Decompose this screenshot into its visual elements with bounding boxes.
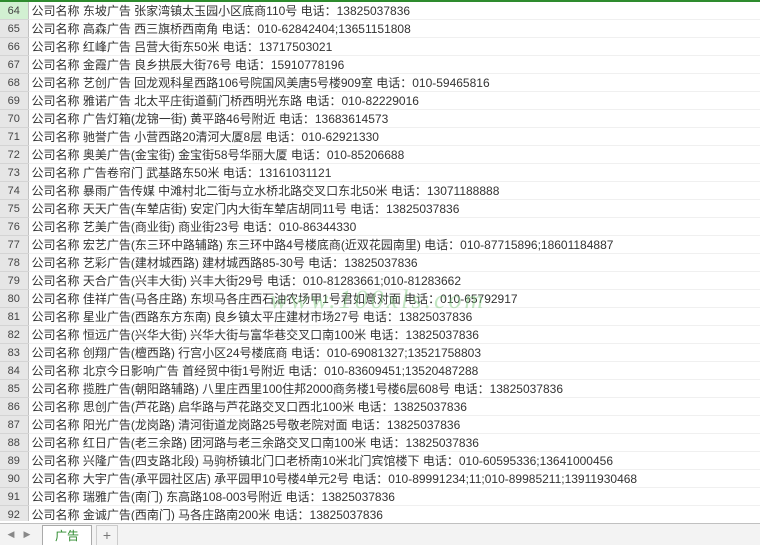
row-number-header[interactable]: 91 <box>0 488 28 506</box>
table-row[interactable]: 78公司名称 艺彩广告(建材城西路) 建材城西路85-30号 电话：138250… <box>0 254 760 272</box>
table-row[interactable]: 66公司名称 红峰广告 吕营大街东50米 电话：13717503021 <box>0 38 760 56</box>
row-content-cell[interactable]: 公司名称 天天广告(车辇店街) 安定门内大街车辇店胡同11号 电话：138250… <box>28 200 760 218</box>
row-number-header[interactable]: 85 <box>0 380 28 398</box>
row-content-cell[interactable]: 公司名称 创翔广告(檀西路) 行宫小区24号楼底商 电话：010-6908132… <box>28 344 760 362</box>
row-number-header[interactable]: 82 <box>0 326 28 344</box>
spreadsheet-grid[interactable]: 64公司名称 东坡广告 张家湾镇太玉园小区底商110号 电话：138250378… <box>0 0 760 521</box>
row-number-header[interactable]: 80 <box>0 290 28 308</box>
row-number-header[interactable]: 83 <box>0 344 28 362</box>
table-row[interactable]: 84公司名称 北京今日影响广告 首经贸中街1号附近 电话：010-8360945… <box>0 362 760 380</box>
table-row[interactable]: 88公司名称 红日广告(老三余路) 团河路与老三余路交叉口南100米 电话：13… <box>0 434 760 452</box>
table-row[interactable]: 90公司名称 大宇广告(承平园社区店) 承平园甲10号楼4单元2号 电话：010… <box>0 470 760 488</box>
row-number-header[interactable]: 89 <box>0 452 28 470</box>
row-content-cell[interactable]: 公司名称 瑞雅广告(南门) 东高路108-003号附近 电话：138250378… <box>28 488 760 506</box>
row-content-cell[interactable]: 公司名称 红日广告(老三余路) 团河路与老三余路交叉口南100米 电话：1382… <box>28 434 760 452</box>
row-content-cell[interactable]: 公司名称 北京今日影响广告 首经贸中街1号附近 电话：010-83609451;… <box>28 362 760 380</box>
row-content-cell[interactable]: 公司名称 佳祥广告(马各庄路) 东坝马各庄西石油农场甲1号君如意对面 电话：01… <box>28 290 760 308</box>
row-content-cell[interactable]: 公司名称 广告卷帘门 武基路东50米 电话：13161031121 <box>28 164 760 182</box>
row-number-header[interactable]: 77 <box>0 236 28 254</box>
row-content-cell[interactable]: 公司名称 金霞广告 良乡拱辰大街76号 电话：15910778196 <box>28 56 760 74</box>
row-content-cell[interactable]: 公司名称 暴雨广告传媒 中滩村北二街与立水桥北路交叉口东北50米 电话：1307… <box>28 182 760 200</box>
row-content-cell[interactable]: 公司名称 阳光广告(龙岗路) 清河街道龙岗路25号敬老院对面 电话：138250… <box>28 416 760 434</box>
row-number-header[interactable]: 74 <box>0 182 28 200</box>
table-row[interactable]: 71公司名称 驰誉广告 小营西路20清河大厦8层 电话：010-62921330 <box>0 128 760 146</box>
row-number-header[interactable]: 76 <box>0 218 28 236</box>
table-row[interactable]: 74公司名称 暴雨广告传媒 中滩村北二街与立水桥北路交叉口东北50米 电话：13… <box>0 182 760 200</box>
table-row[interactable]: 89公司名称 兴隆广告(四支路北段) 马驹桥镇北门口老桥南10米北门宾馆楼下 电… <box>0 452 760 470</box>
row-content-cell[interactable]: 公司名称 思创广告(芦花路) 启华路与芦花路交叉口西北100米 电话：13825… <box>28 398 760 416</box>
row-number-header[interactable]: 92 <box>0 506 28 522</box>
table-row[interactable]: 85公司名称 揽胜广告(朝阳路辅路) 八里庄西里100住邦2000商务楼1号楼6… <box>0 380 760 398</box>
row-content-cell[interactable]: 公司名称 揽胜广告(朝阳路辅路) 八里庄西里100住邦2000商务楼1号楼6层6… <box>28 380 760 398</box>
row-content-cell[interactable]: 公司名称 兴隆广告(四支路北段) 马驹桥镇北门口老桥南10米北门宾馆楼下 电话：… <box>28 452 760 470</box>
table-row[interactable]: 70公司名称 广告灯箱(龙锦一街) 黄平路46号附近 电话：1368361457… <box>0 110 760 128</box>
row-content-cell[interactable]: 公司名称 艺彩广告(建材城西路) 建材城西路85-30号 电话：13825037… <box>28 254 760 272</box>
table-row[interactable]: 83公司名称 创翔广告(檀西路) 行宫小区24号楼底商 电话：010-69081… <box>0 344 760 362</box>
row-content-cell[interactable]: 公司名称 天合广告(兴丰大街) 兴丰大街29号 电话：010-81283661;… <box>28 272 760 290</box>
tab-nav-arrows: ◀ ▶ <box>0 528 38 542</box>
row-content-cell[interactable]: 公司名称 恒远广告(兴华大街) 兴华大街与富华巷交叉口南100米 电话：1382… <box>28 326 760 344</box>
table-row[interactable]: 87公司名称 阳光广告(龙岗路) 清河街道龙岗路25号敬老院对面 电话：1382… <box>0 416 760 434</box>
row-content-cell[interactable]: 公司名称 雅诺广告 北太平庄街道蓟门桥西明光东路 电话：010-82229016 <box>28 92 760 110</box>
row-number-header[interactable]: 81 <box>0 308 28 326</box>
row-number-header[interactable]: 87 <box>0 416 28 434</box>
table-row[interactable]: 91公司名称 瑞雅广告(南门) 东高路108-003号附近 电话：1382503… <box>0 488 760 506</box>
row-number-header[interactable]: 64 <box>0 1 28 20</box>
table-row[interactable]: 68公司名称 艺创广告 回龙观科星西路106号院国风美唐5号楼909室 电话：0… <box>0 74 760 92</box>
add-sheet-button[interactable]: + <box>96 525 118 545</box>
row-content-cell[interactable]: 公司名称 大宇广告(承平园社区店) 承平园甲10号楼4单元2号 电话：010-8… <box>28 470 760 488</box>
row-number-header[interactable]: 70 <box>0 110 28 128</box>
tab-nav-left-icon[interactable]: ◀ <box>4 528 18 542</box>
table-row[interactable]: 81公司名称 星业广告(西路东方东南) 良乡镇太平庄建材市场27号 电话：138… <box>0 308 760 326</box>
row-number-header[interactable]: 79 <box>0 272 28 290</box>
row-number-header[interactable]: 75 <box>0 200 28 218</box>
table-row[interactable]: 76公司名称 艺美广告(商业街) 商业街23号 电话：010-86344330 <box>0 218 760 236</box>
row-number-header[interactable]: 68 <box>0 74 28 92</box>
row-number-header[interactable]: 69 <box>0 92 28 110</box>
table-row[interactable]: 77公司名称 宏艺广告(东三环中路辅路) 东三环中路4号楼底商(近双花园南里) … <box>0 236 760 254</box>
row-number-header[interactable]: 73 <box>0 164 28 182</box>
table-row[interactable]: 69公司名称 雅诺广告 北太平庄街道蓟门桥西明光东路 电话：010-822290… <box>0 92 760 110</box>
row-content-cell[interactable]: 公司名称 宏艺广告(东三环中路辅路) 东三环中路4号楼底商(近双花园南里) 电话… <box>28 236 760 254</box>
row-number-header[interactable]: 90 <box>0 470 28 488</box>
row-content-cell[interactable]: 公司名称 星业广告(西路东方东南) 良乡镇太平庄建材市场27号 电话：13825… <box>28 308 760 326</box>
table-row[interactable]: 82公司名称 恒远广告(兴华大街) 兴华大街与富华巷交叉口南100米 电话：13… <box>0 326 760 344</box>
table-row[interactable]: 65公司名称 高森广告 西三旗桥西南角 电话：010-62842404;1365… <box>0 20 760 38</box>
row-content-cell[interactable]: 公司名称 广告灯箱(龙锦一街) 黄平路46号附近 电话：13683614573 <box>28 110 760 128</box>
tab-nav-right-icon[interactable]: ▶ <box>20 528 34 542</box>
sheet-tab-bar: ◀ ▶ 广告 + <box>0 523 760 545</box>
row-content-cell[interactable]: 公司名称 金诚广告(西南门) 马各庄路南200米 电话：13825037836 <box>28 506 760 522</box>
row-content-cell[interactable]: 公司名称 高森广告 西三旗桥西南角 电话：010-62842404;136511… <box>28 20 760 38</box>
row-number-header[interactable]: 65 <box>0 20 28 38</box>
row-content-cell[interactable]: 公司名称 艺美广告(商业街) 商业街23号 电话：010-86344330 <box>28 218 760 236</box>
row-number-header[interactable]: 88 <box>0 434 28 452</box>
row-number-header[interactable]: 66 <box>0 38 28 56</box>
row-number-header[interactable]: 86 <box>0 398 28 416</box>
table-row[interactable]: 64公司名称 东坡广告 张家湾镇太玉园小区底商110号 电话：138250378… <box>0 1 760 20</box>
table-row[interactable]: 73公司名称 广告卷帘门 武基路东50米 电话：13161031121 <box>0 164 760 182</box>
row-content-cell[interactable]: 公司名称 艺创广告 回龙观科星西路106号院国风美唐5号楼909室 电话：010… <box>28 74 760 92</box>
table-row[interactable]: 72公司名称 奥美广告(金宝街) 金宝街58号华丽大厦 电话：010-85206… <box>0 146 760 164</box>
table-row[interactable]: 75公司名称 天天广告(车辇店街) 安定门内大街车辇店胡同11号 电话：1382… <box>0 200 760 218</box>
row-content-cell[interactable]: 公司名称 驰誉广告 小营西路20清河大厦8层 电话：010-62921330 <box>28 128 760 146</box>
row-content-cell[interactable]: 公司名称 奥美广告(金宝街) 金宝街58号华丽大厦 电话：010-8520668… <box>28 146 760 164</box>
row-number-header[interactable]: 78 <box>0 254 28 272</box>
table-row[interactable]: 92公司名称 金诚广告(西南门) 马各庄路南200米 电话：1382503783… <box>0 506 760 522</box>
row-number-header[interactable]: 71 <box>0 128 28 146</box>
table-row[interactable]: 67公司名称 金霞广告 良乡拱辰大街76号 电话：15910778196 <box>0 56 760 74</box>
row-content-cell[interactable]: 公司名称 东坡广告 张家湾镇太玉园小区底商110号 电话：13825037836 <box>28 1 760 20</box>
table-row[interactable]: 86公司名称 思创广告(芦花路) 启华路与芦花路交叉口西北100米 电话：138… <box>0 398 760 416</box>
sheet-tab-active[interactable]: 广告 <box>42 525 92 545</box>
row-number-header[interactable]: 67 <box>0 56 28 74</box>
row-number-header[interactable]: 72 <box>0 146 28 164</box>
table-row[interactable]: 79公司名称 天合广告(兴丰大街) 兴丰大街29号 电话：010-8128366… <box>0 272 760 290</box>
table-row[interactable]: 80公司名称 佳祥广告(马各庄路) 东坝马各庄西石油农场甲1号君如意对面 电话：… <box>0 290 760 308</box>
row-number-header[interactable]: 84 <box>0 362 28 380</box>
row-content-cell[interactable]: 公司名称 红峰广告 吕营大街东50米 电话：13717503021 <box>28 38 760 56</box>
